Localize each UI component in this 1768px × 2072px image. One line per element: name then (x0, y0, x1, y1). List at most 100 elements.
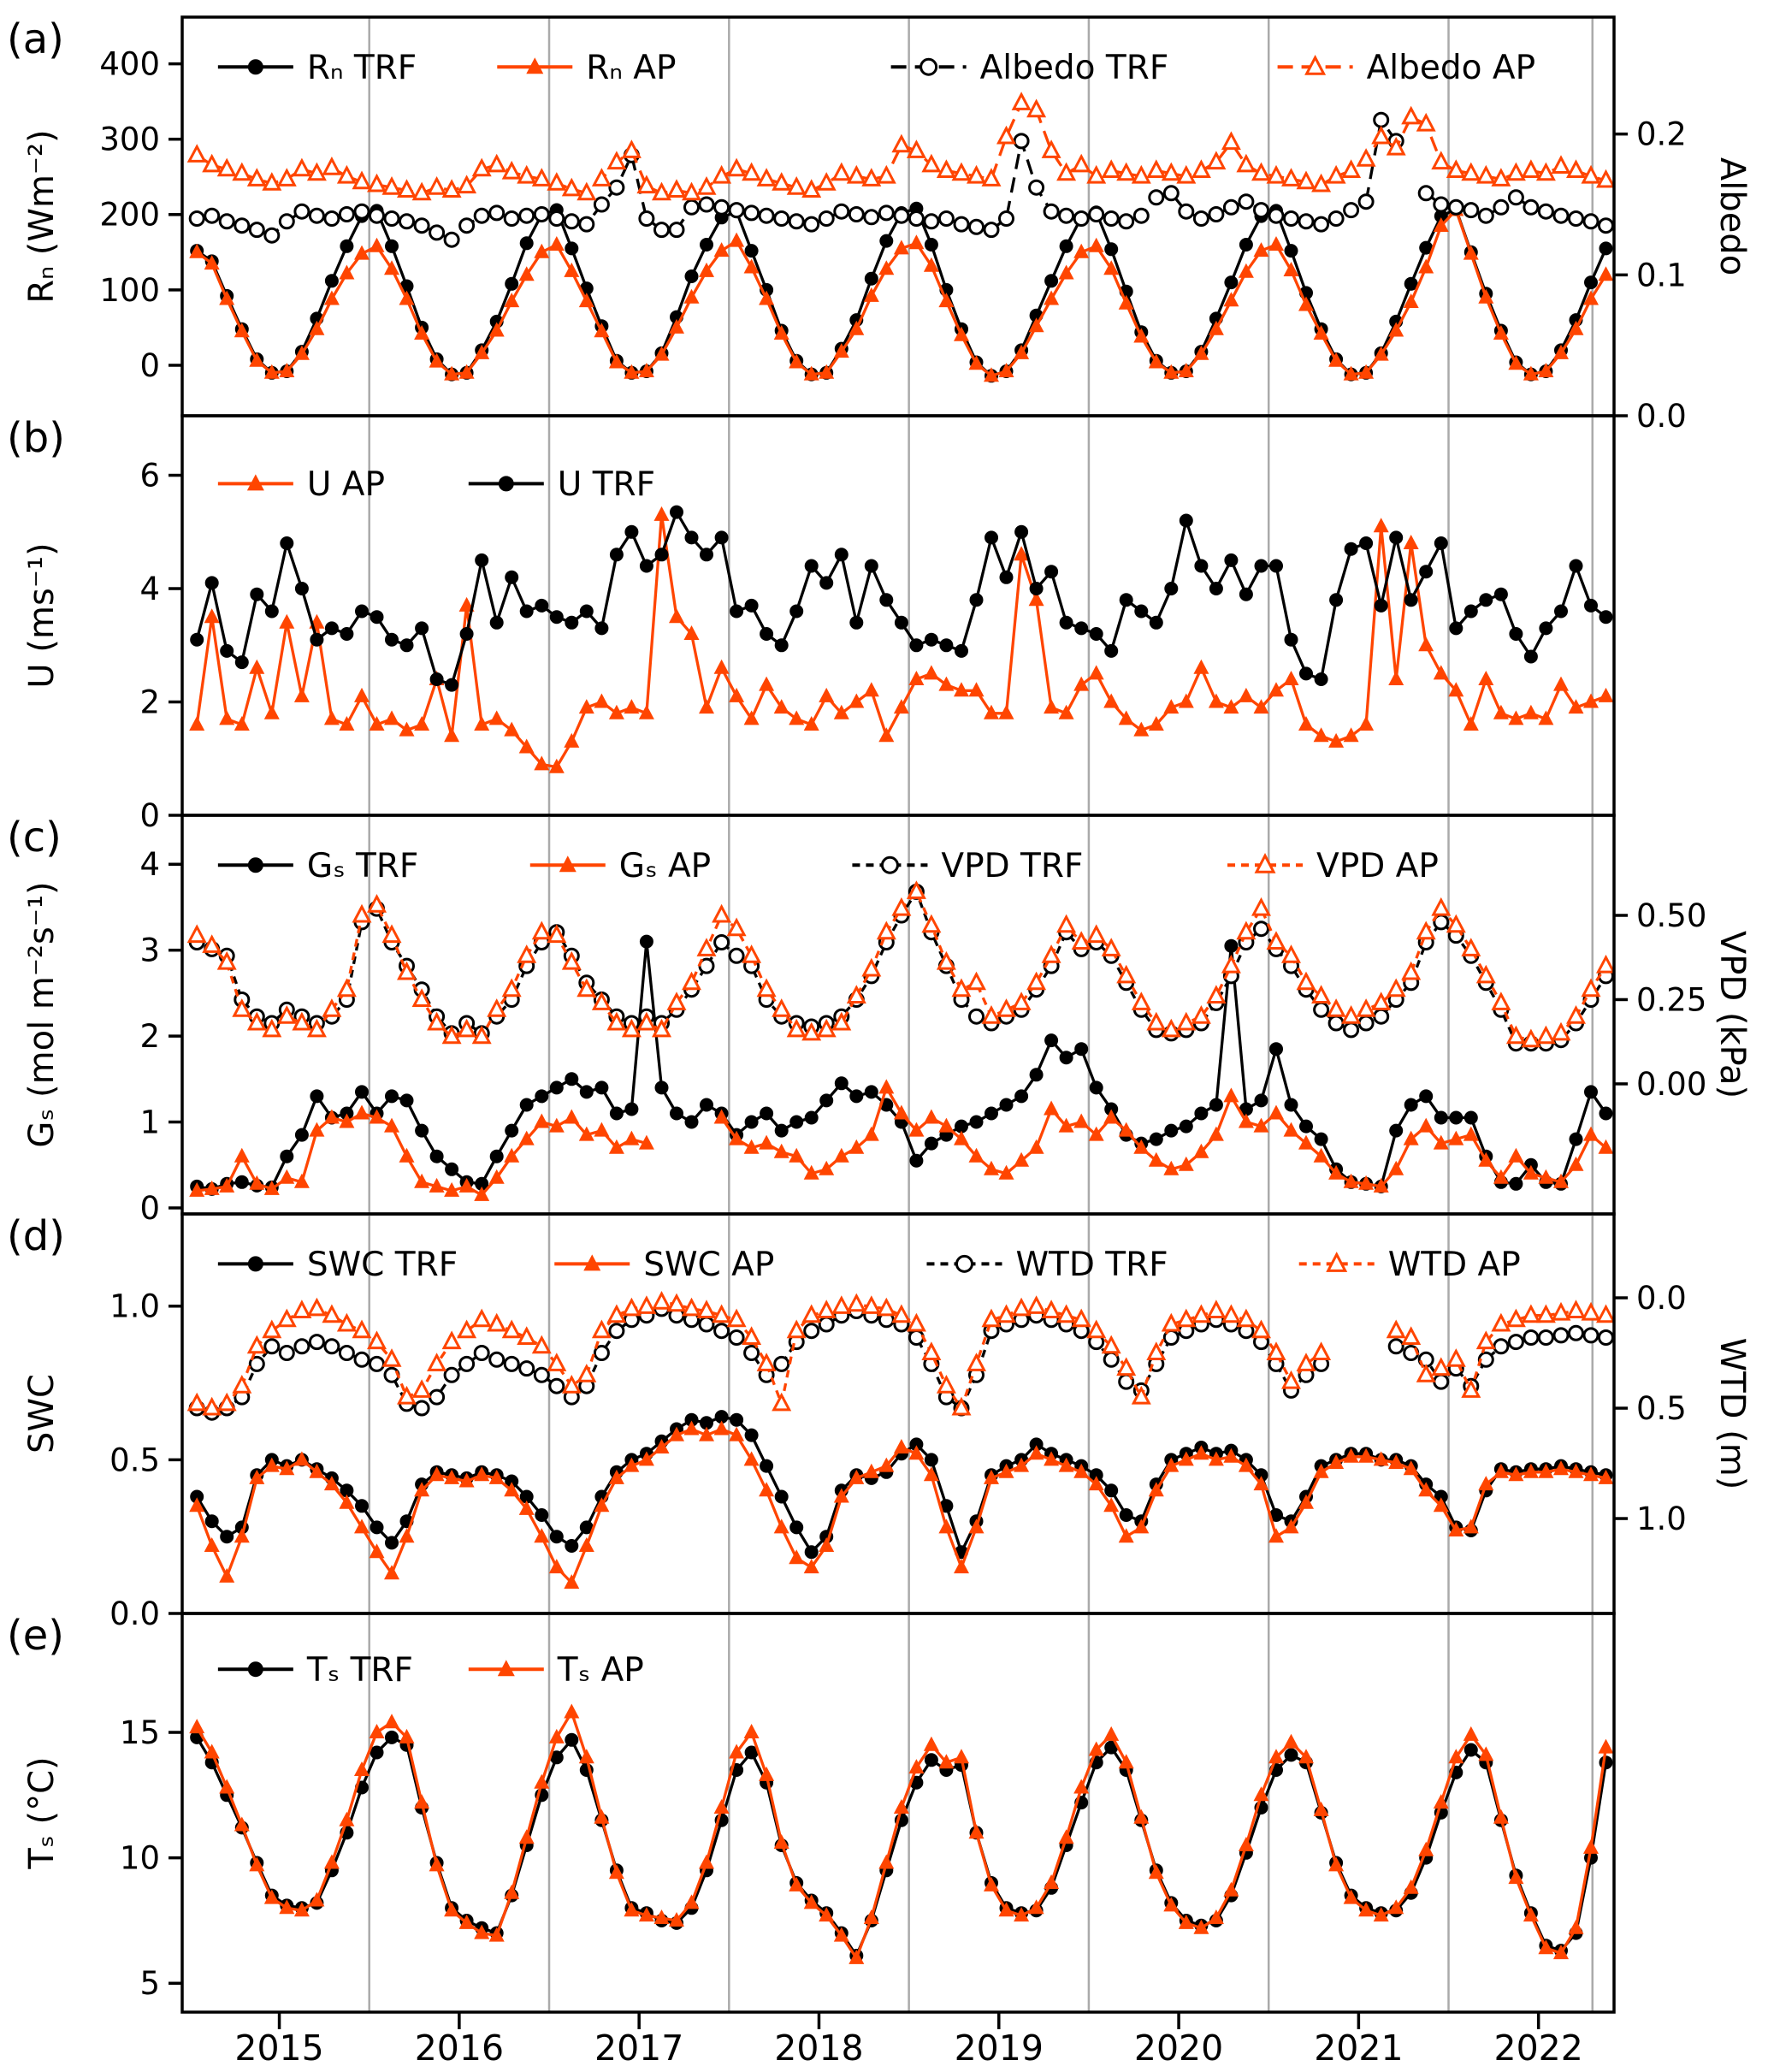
legend-wtd-trf: WTD TRF (926, 1246, 1168, 1284)
legend-ts-trf: Tₛ TRF (217, 1651, 413, 1690)
y-axis-label-b: U (ms⁻¹) (22, 542, 62, 688)
y-tick-label: 4 (139, 571, 160, 607)
y-tick-label: 3 (139, 932, 160, 969)
y-tick-label: 0 (139, 797, 160, 834)
legend-label: SWC AP (643, 1246, 774, 1284)
y-tick-label: 6 (139, 458, 160, 494)
legend-swc-trf: SWC TRF (217, 1246, 458, 1284)
series-vpd-ap (186, 880, 1614, 1048)
y-tick-label: 0.0 (109, 1595, 160, 1632)
y-tick-label: 1.0 (109, 1288, 160, 1325)
series-gs-ap (189, 1079, 1614, 1201)
legend-label: U AP (307, 465, 385, 504)
legend-label: WTD AP (1388, 1246, 1521, 1284)
panel-frame-e (180, 1612, 1616, 2014)
panel-a: 0 100 200 300 400 0.0 0.1 0.2 Rₙ (Wm⁻²) Albedo (a)… (7, 15, 1752, 435)
legend-rn-ap: Rₙ AP (497, 49, 677, 87)
legend-label: Rₙ TRF (307, 49, 417, 87)
y2-tick-label: 0.0 (1636, 398, 1687, 435)
legend-wtd-ap: WTD AP (1298, 1246, 1521, 1284)
legend-label: U TRF (558, 465, 655, 504)
series-swc-ap (189, 1420, 1614, 1590)
legend-u-trf: U TRF (468, 465, 655, 504)
panel-c: 0 1 2 3 4 0.00 0.25 0.50 Gₛ (mol m⁻²s⁻¹) VPD (kPa… (7, 814, 1752, 1227)
y-tick-label: 400 (99, 46, 160, 83)
panel-letter-c: (c) (7, 814, 62, 861)
y-tick-label: 200 (99, 197, 160, 234)
y2-axis-label-c: VPD (kPa) (1712, 931, 1752, 1098)
y2-axis-label-a: Albedo (1712, 157, 1752, 275)
y2-tick-label: 0.25 (1636, 981, 1706, 1018)
legend-swc-ap: SWC AP (554, 1246, 774, 1284)
y-axis-label-e: Tₛ (°C) (22, 1756, 62, 1869)
x-tick-label: 2016 (415, 2028, 504, 2069)
legend-label: VPD AP (1316, 847, 1439, 885)
y-axis-label-c: Gₛ (mol m⁻²s⁻¹) (22, 881, 62, 1147)
legend-rn-trf: Rₙ TRF (217, 49, 417, 87)
y2-axis-label-d: WTD (m) (1712, 1338, 1752, 1490)
y-axis-label-d: SWC (22, 1374, 62, 1453)
series-u-trf (190, 505, 1613, 692)
panel-letter-a: (a) (7, 15, 64, 63)
legend-ts-ap: Tₛ AP (468, 1651, 644, 1690)
x-tick-label: 2018 (774, 2028, 863, 2069)
y2-tick-label: 0.5 (1636, 1390, 1687, 1427)
x-tick-label: 2020 (1134, 2028, 1223, 2069)
y-tick-label: 2 (139, 1018, 160, 1055)
series-ts-ap (189, 1703, 1614, 1964)
y-tick-label: 1 (139, 1104, 160, 1140)
legend-label: VPD TRF (941, 847, 1083, 885)
y2-tick-label: 0.1 (1636, 257, 1687, 293)
series-wtd-ap (186, 1290, 1614, 1416)
series-albedo-ap (186, 92, 1614, 201)
legend-label: Albedo TRF (980, 49, 1169, 87)
panel-e: 5 10 15 Tₛ (°C) (e) Tₛ TRF Tₛ AP (7, 1612, 1616, 2014)
legend-label: Gₛ AP (619, 847, 711, 885)
y-tick-label: 15 (120, 1714, 160, 1751)
y2-tick-label: 0.50 (1636, 897, 1706, 934)
series-albedo-trf (188, 111, 1614, 248)
series-u-ap (189, 506, 1614, 773)
x-tick-label: 2021 (1314, 2028, 1403, 2069)
panel-b: 0 2 4 6 U (ms⁻¹) (b) U AP U TRF (7, 414, 1616, 834)
legend-label: Rₙ AP (586, 49, 676, 87)
legend-label: WTD TRF (1015, 1246, 1168, 1284)
x-tick-label: 2022 (1494, 2028, 1583, 2069)
legend-label: Tₛ AP (557, 1651, 644, 1690)
x-tick-label: 2019 (955, 2028, 1044, 2069)
legend-vpd-ap: VPD AP (1227, 847, 1439, 885)
y-tick-label: 4 (139, 846, 160, 883)
y-tick-label: 5 (139, 1965, 160, 2002)
panel-letter-b: (b) (7, 414, 65, 462)
y2-tick-label: 1.0 (1636, 1501, 1687, 1537)
panel-letter-d: (d) (7, 1212, 65, 1260)
legend-label: SWC TRF (307, 1246, 458, 1284)
x-axis: 2015 2016 2017 2018 2019 2020 2021 2022 (234, 2012, 1583, 2069)
y-tick-label: 0.5 (109, 1442, 160, 1478)
y2-tick-label: 0.2 (1636, 116, 1687, 153)
legend-gs-ap: Gₛ AP (529, 847, 711, 885)
legend-albedo-trf: Albedo TRF (890, 49, 1169, 87)
y-tick-label: 0 (139, 347, 160, 384)
legend-albedo-ap: Albedo AP (1277, 49, 1535, 87)
y-tick-label: 100 (99, 272, 160, 309)
panel-letter-e: (e) (7, 1612, 64, 1660)
legend-gs-trf: Gₛ TRF (217, 847, 418, 885)
y-tick-label: 2 (139, 684, 160, 720)
series-rn-ap (189, 201, 1614, 382)
legend-label: Albedo AP (1367, 49, 1535, 87)
y-tick-label: 300 (99, 121, 160, 158)
y-tick-label: 0 (139, 1190, 160, 1227)
y2-tick-label: 0.0 (1636, 1280, 1687, 1317)
y-tick-label: 10 (120, 1840, 160, 1877)
x-tick-label: 2015 (234, 2028, 323, 2069)
legend-label: Tₛ TRF (306, 1651, 413, 1690)
y-axis-label-a: Rₙ (Wm⁻²) (22, 129, 62, 303)
x-tick-label: 2017 (594, 2028, 683, 2069)
legend-vpd-trf: VPD TRF (852, 847, 1083, 885)
y2-tick-label: 0.00 (1636, 1066, 1706, 1103)
legend-u-ap: U AP (217, 465, 385, 504)
